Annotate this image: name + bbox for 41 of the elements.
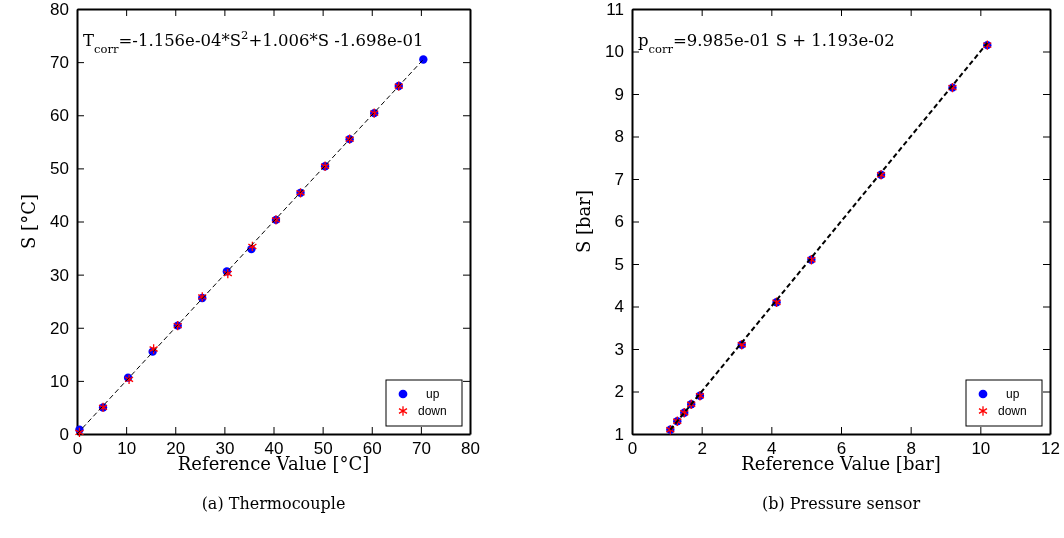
y-tick-label: 6 xyxy=(614,212,624,232)
y-tick-label: 10 xyxy=(50,371,69,391)
y-tick-label: 4 xyxy=(614,297,624,317)
y-tick-label: 10 xyxy=(605,42,624,62)
y-tick-label: 0 xyxy=(59,424,69,444)
y-tick-label: 60 xyxy=(50,106,69,126)
x-tick-label: 80 xyxy=(461,439,480,459)
y-tick-label: 8 xyxy=(614,127,624,147)
x-tick-label: 12 xyxy=(1041,439,1060,459)
y-tick-label: 20 xyxy=(50,318,69,338)
y-tick-label: 3 xyxy=(614,339,624,359)
legend-label: down xyxy=(998,404,1027,418)
y-tick-label: 5 xyxy=(614,254,624,274)
y-tick-label: 9 xyxy=(614,84,624,104)
y-tick-label: 40 xyxy=(50,212,69,232)
x-tick-label: 50 xyxy=(313,439,333,459)
y-tick-label: 30 xyxy=(50,265,69,285)
y-axis-title: S [°C] xyxy=(18,194,39,249)
y-axis-title: S [bar] xyxy=(573,190,594,253)
x-tick-label: 10 xyxy=(971,439,991,459)
x-tick-label: 2 xyxy=(697,439,707,459)
x-tick-label: 30 xyxy=(215,439,235,459)
annotation: p$_{corr}$=9.985e-01 S + 1.193e-02 xyxy=(638,31,895,56)
x-tick-label: 0 xyxy=(627,439,638,459)
x-tick-label: 0 xyxy=(72,439,83,459)
y-tick-label: 50 xyxy=(50,159,69,179)
text: (b) Pressure sensor xyxy=(761,494,921,513)
text: (a) Thermocouple xyxy=(201,494,346,513)
y-tick-label: 11 xyxy=(606,0,624,19)
y-tick-label: 80 xyxy=(50,0,69,19)
y-tick-label: 70 xyxy=(50,53,69,73)
legend-label: up xyxy=(426,387,440,401)
y-tick-label: 2 xyxy=(614,382,624,402)
annotation: T$_{corr}$=-1.156e-04*S$^{2}$+1.006*S -1.698e-01 xyxy=(83,28,424,56)
y-tick-label: 7 xyxy=(614,169,624,189)
x-tick-label: 8 xyxy=(906,439,916,459)
legend-label: up xyxy=(1006,387,1020,401)
x-tick-label: 70 xyxy=(411,439,431,459)
y-tick-label: 1 xyxy=(614,424,624,444)
x-tick-label: 10 xyxy=(117,439,137,459)
legend-label: down xyxy=(418,404,447,418)
